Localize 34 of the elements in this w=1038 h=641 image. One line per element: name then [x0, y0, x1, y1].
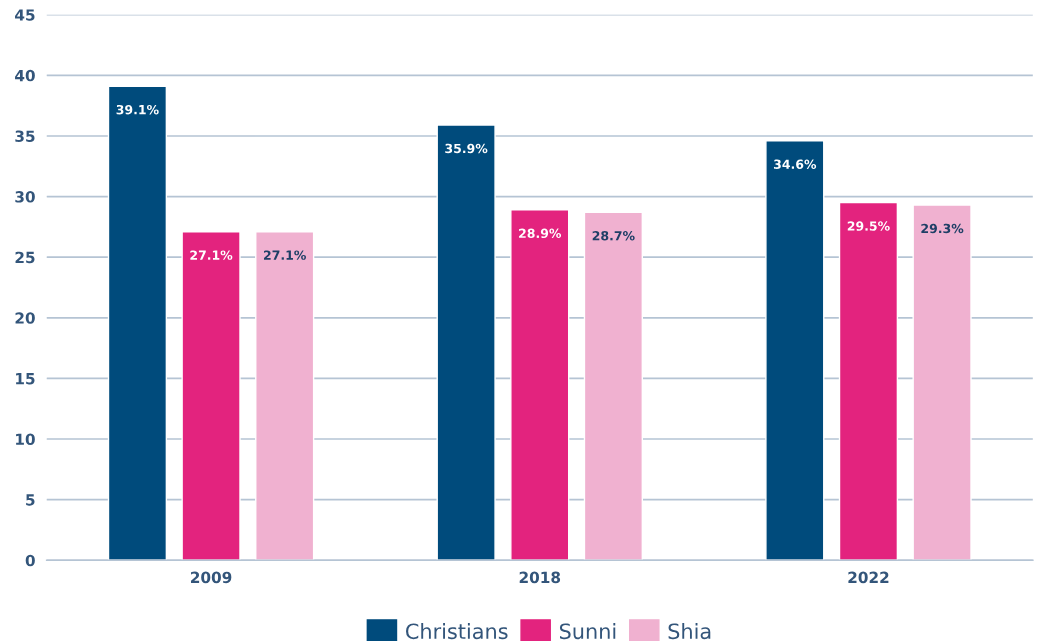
data-label: 28.9%: [519, 228, 562, 239]
bar: [436, 124, 496, 561]
data-label: 29.5%: [847, 221, 890, 231]
legend-label: Christians: [406, 623, 508, 640]
data-label: 27.1%: [190, 250, 233, 260]
data-label: 29.3%: [921, 223, 964, 234]
data-label: 35.9%: [445, 143, 488, 154]
y-tick-label: 30: [15, 191, 35, 203]
bar: [181, 231, 241, 561]
y-tick-label: 35: [15, 130, 35, 142]
data-label: 39.1%: [116, 104, 159, 115]
bar: [583, 211, 644, 561]
y-tick-label: 45: [15, 9, 35, 21]
bar: [255, 231, 315, 561]
y-tick-label: 10: [16, 433, 35, 446]
y-tick-label: 40: [15, 69, 35, 82]
bar: [765, 140, 825, 561]
bar: [912, 204, 972, 561]
y-tick-label: 25: [15, 251, 35, 264]
data-label: 28.7%: [592, 231, 635, 241]
legend-label: Shia: [668, 623, 711, 640]
bar: [107, 85, 168, 561]
data-label: 27.1%: [263, 250, 306, 260]
x-tick-label: 2009: [191, 571, 232, 584]
y-tick-label: 15: [16, 373, 35, 385]
y-tick-label: 5: [26, 494, 35, 506]
bar: [838, 201, 899, 561]
legend-label: Sunni: [559, 623, 616, 640]
y-tick-label: 0: [25, 554, 35, 567]
bar: [510, 209, 570, 561]
y-tick-label: 20: [15, 312, 35, 324]
data-label: 34.6%: [773, 159, 817, 169]
x-tick-label: 2022: [848, 571, 889, 584]
x-tick-label: 2018: [519, 571, 561, 584]
